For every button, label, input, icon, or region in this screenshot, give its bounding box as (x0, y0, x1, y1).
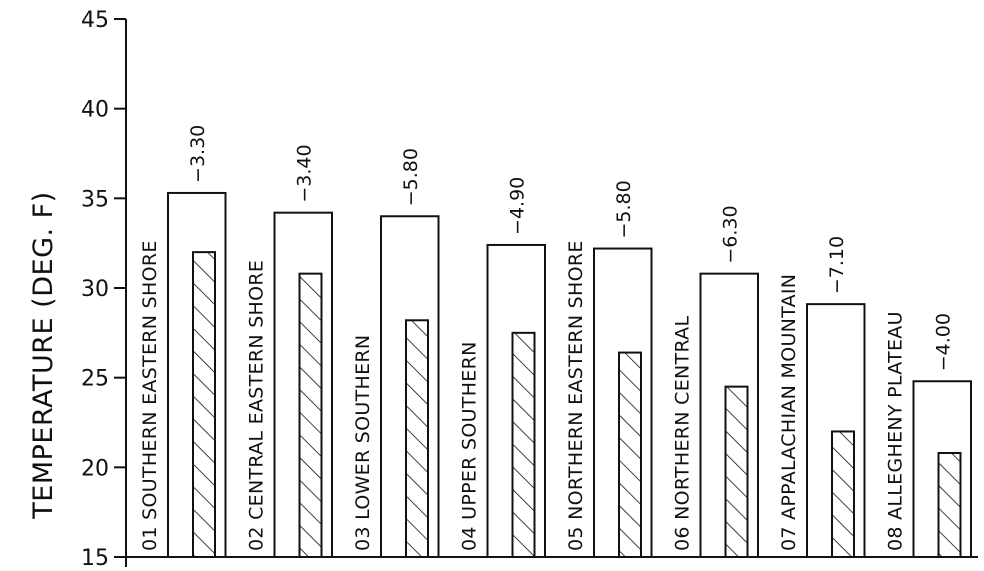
bar-group: 06 NORTHERN CENTRAL −6.30 (672, 205, 759, 558)
bar-group: 04 UPPER SOUTHERN −4.90 (459, 177, 546, 559)
bar-inner (511, 331, 536, 559)
bar-inner (937, 451, 962, 558)
y-axis: 15 20 25 30 35 40 45 (81, 8, 127, 571)
bar-group: 02 CENTRAL EASTERN SHORE −3.40 (246, 144, 333, 558)
data-label: −3.40 (293, 144, 315, 202)
y-tick-label: 20 (81, 456, 109, 481)
bar-inner (192, 251, 216, 558)
category-label: 02 CENTRAL EASTERN SHORE (246, 260, 268, 551)
bar-group: 05 NORTHERN EASTERN SHORE −5.80 (565, 180, 653, 558)
data-label: −4.00 (932, 313, 954, 371)
data-label: −7.10 (826, 236, 848, 294)
bar-inner (724, 385, 749, 558)
bar-inner (298, 272, 323, 558)
y-tick-label: 15 (81, 546, 109, 571)
bar-inner (618, 351, 642, 558)
y-tick-label: 45 (81, 8, 109, 33)
bar-group: 01 SOUTHERN EASTERN SHORE −3.30 (139, 125, 227, 558)
category-label: 03 LOWER SOUTHERN (352, 335, 374, 551)
bar-group: 07 APPALACHIAN MOUNTAIN −7.10 (778, 236, 866, 559)
bar-inner (831, 430, 855, 559)
category-label: 04 UPPER SOUTHERN (459, 341, 481, 551)
data-label: −4.90 (506, 177, 528, 235)
bars: 01 SOUTHERN EASTERN SHORE −3.30 02 CENTRAL… (126, 125, 978, 559)
y-axis-label: TEMPERATURE (DEG. F) (28, 191, 59, 519)
category-label: 01 SOUTHERN EASTERN SHORE (139, 240, 161, 551)
data-label: −6.30 (719, 205, 741, 263)
bar-group: 03 LOWER SOUTHERN −5.80 (352, 148, 440, 558)
data-label: −3.30 (187, 125, 209, 183)
bar-inner (405, 319, 429, 558)
category-label: 05 NORTHERN EASTERN SHORE (565, 240, 587, 551)
data-label: −5.80 (613, 180, 635, 238)
data-label: −5.80 (400, 148, 422, 206)
category-label: 07 APPALACHIAN MOUNTAIN (778, 274, 800, 551)
category-label: 08 ALLEGHENY PLATEAU (885, 311, 907, 551)
y-tick-label: 40 (81, 98, 109, 123)
y-tick-label: 25 (81, 367, 109, 392)
category-label: 06 NORTHERN CENTRAL (672, 316, 694, 551)
bar-group: 08 ALLEGHENY PLATEAU −4.00 (885, 311, 972, 558)
y-tick-label: 30 (81, 277, 109, 302)
y-tick-label: 35 (81, 187, 109, 212)
